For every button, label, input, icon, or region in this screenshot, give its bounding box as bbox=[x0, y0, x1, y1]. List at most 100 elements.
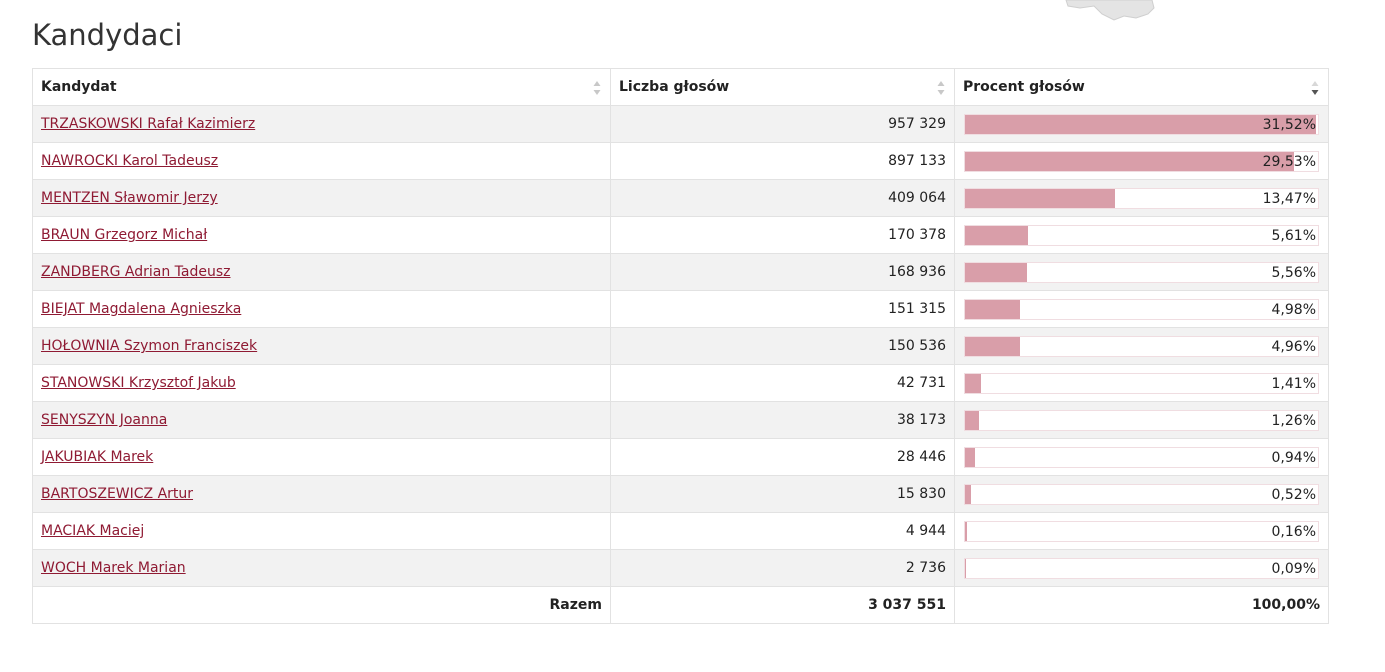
percent-bar-fill bbox=[965, 447, 976, 467]
percent-bar: 0,09% bbox=[964, 557, 1319, 579]
candidate-cell: TRZASKOWSKI Rafał Kazimierz bbox=[32, 105, 611, 143]
percent-bar: 5,61% bbox=[964, 224, 1319, 246]
candidate-cell: ZANDBERG Adrian Tadeusz bbox=[32, 253, 611, 291]
candidate-cell: NAWROCKI Karol Tadeusz bbox=[32, 142, 611, 180]
column-header-label: Procent głosów bbox=[963, 79, 1085, 95]
table-row: MACIAK Maciej 4 944 0,16% bbox=[32, 512, 1329, 550]
votes-cell: 151 315 bbox=[610, 290, 955, 328]
percent-label: 1,41% bbox=[1271, 375, 1316, 392]
percent-cell: 0,94% bbox=[954, 438, 1329, 476]
totals-votes: 3 037 551 bbox=[610, 586, 955, 624]
percent-bar: 1,26% bbox=[964, 409, 1319, 431]
candidate-link[interactable]: SENYSZYN Joanna bbox=[41, 412, 168, 428]
candidate-link[interactable]: ZANDBERG Adrian Tadeusz bbox=[41, 264, 231, 280]
sort-arrows-icon[interactable] bbox=[937, 79, 945, 97]
table-row: BARTOSZEWICZ Artur 15 830 0,52% bbox=[32, 475, 1329, 513]
percent-cell: 29,53% bbox=[954, 142, 1329, 180]
percent-bar: 31,52% bbox=[964, 113, 1319, 135]
percent-bar-fill bbox=[965, 373, 981, 393]
votes-cell: 28 446 bbox=[610, 438, 955, 476]
percent-label: 0,16% bbox=[1271, 523, 1316, 540]
candidate-cell: BARTOSZEWICZ Artur bbox=[32, 475, 611, 513]
candidate-link[interactable]: NAWROCKI Karol Tadeusz bbox=[41, 153, 219, 169]
votes-cell: 170 378 bbox=[610, 216, 955, 254]
percent-cell: 5,61% bbox=[954, 216, 1329, 254]
percent-bar: 13,47% bbox=[964, 187, 1319, 209]
candidate-link[interactable]: BRAUN Grzegorz Michał bbox=[41, 227, 208, 243]
votes-cell: 168 936 bbox=[610, 253, 955, 291]
percent-bar: 0,94% bbox=[964, 446, 1319, 468]
column-header-candidate[interactable]: Kandydat bbox=[32, 68, 611, 106]
candidate-link[interactable]: BIEJAT Magdalena Agnieszka bbox=[41, 301, 242, 317]
percent-cell: 31,52% bbox=[954, 105, 1329, 143]
candidate-cell: BIEJAT Magdalena Agnieszka bbox=[32, 290, 611, 328]
column-header-votes[interactable]: Liczba głosów bbox=[610, 68, 955, 106]
page-title: Kandydaci bbox=[32, 18, 183, 52]
sort-arrows-icon[interactable] bbox=[593, 79, 601, 97]
candidate-link[interactable]: BARTOSZEWICZ Artur bbox=[41, 486, 194, 502]
table-row: NAWROCKI Karol Tadeusz 897 133 29,53% bbox=[32, 142, 1329, 180]
percent-cell: 0,52% bbox=[954, 475, 1329, 513]
candidate-link[interactable]: STANOWSKI Krzysztof Jakub bbox=[41, 375, 236, 391]
column-header-percent[interactable]: Procent głosów bbox=[954, 68, 1329, 106]
candidate-link[interactable]: HOŁOWNIA Szymon Franciszek bbox=[41, 338, 258, 354]
percent-bar-fill bbox=[965, 114, 1317, 134]
percent-bar-fill bbox=[965, 188, 1116, 208]
candidate-cell: MENTZEN Sławomir Jerzy bbox=[32, 179, 611, 217]
votes-cell: 42 731 bbox=[610, 364, 955, 402]
percent-bar-fill bbox=[965, 558, 966, 578]
totals-label: Razem bbox=[32, 586, 611, 624]
table-row: ZANDBERG Adrian Tadeusz 168 936 5,56% bbox=[32, 253, 1329, 291]
totals-percent: 100,00% bbox=[954, 586, 1329, 624]
percent-label: 5,56% bbox=[1271, 264, 1316, 281]
totals-row: Razem 3 037 551 100,00% bbox=[32, 586, 1329, 624]
sort-desc-icon[interactable] bbox=[1311, 79, 1319, 97]
percent-cell: 13,47% bbox=[954, 179, 1329, 217]
percent-bar: 4,96% bbox=[964, 335, 1319, 357]
candidate-link[interactable]: TRZASKOWSKI Rafał Kazimierz bbox=[41, 116, 256, 132]
votes-cell: 409 064 bbox=[610, 179, 955, 217]
votes-cell: 2 736 bbox=[610, 549, 955, 587]
table-row: SENYSZYN Joanna 38 173 1,26% bbox=[32, 401, 1329, 439]
percent-bar-fill bbox=[965, 521, 967, 541]
table-row: JAKUBIAK Marek 28 446 0,94% bbox=[32, 438, 1329, 476]
percent-cell: 4,98% bbox=[954, 290, 1329, 328]
candidate-cell: JAKUBIAK Marek bbox=[32, 438, 611, 476]
percent-bar: 5,56% bbox=[964, 261, 1319, 283]
candidate-link[interactable]: JAKUBIAK Marek bbox=[41, 449, 154, 465]
percent-bar-fill bbox=[965, 484, 971, 504]
table-header-row: Kandydat Liczba głosów Procent głosów bbox=[32, 68, 1329, 106]
percent-cell: 1,41% bbox=[954, 364, 1329, 402]
percent-bar-fill bbox=[965, 336, 1021, 356]
percent-label: 4,96% bbox=[1271, 338, 1316, 355]
percent-bar: 1,41% bbox=[964, 372, 1319, 394]
table-row: MENTZEN Sławomir Jerzy 409 064 13,47% bbox=[32, 179, 1329, 217]
percent-label: 31,52% bbox=[1262, 116, 1316, 133]
percent-bar-fill bbox=[965, 262, 1027, 282]
candidate-link[interactable]: MACIAK Maciej bbox=[41, 523, 145, 539]
table-row: BRAUN Grzegorz Michał 170 378 5,61% bbox=[32, 216, 1329, 254]
percent-label: 1,26% bbox=[1271, 412, 1316, 429]
percent-bar-fill bbox=[965, 299, 1021, 319]
votes-cell: 897 133 bbox=[610, 142, 955, 180]
percent-bar-fill bbox=[965, 410, 980, 430]
table-row: BIEJAT Magdalena Agnieszka 151 315 4,98% bbox=[32, 290, 1329, 328]
percent-bar-fill bbox=[965, 225, 1028, 245]
percent-bar: 29,53% bbox=[964, 150, 1319, 172]
candidate-link[interactable]: WOCH Marek Marian bbox=[41, 560, 186, 576]
candidate-link[interactable]: MENTZEN Sławomir Jerzy bbox=[41, 190, 218, 206]
percent-cell: 4,96% bbox=[954, 327, 1329, 365]
candidate-cell: BRAUN Grzegorz Michał bbox=[32, 216, 611, 254]
percent-cell: 0,16% bbox=[954, 512, 1329, 550]
percent-label: 13,47% bbox=[1262, 190, 1316, 207]
candidate-cell: STANOWSKI Krzysztof Jakub bbox=[32, 364, 611, 402]
map-fragment bbox=[1065, 0, 1155, 21]
percent-cell: 5,56% bbox=[954, 253, 1329, 291]
percent-cell: 1,26% bbox=[954, 401, 1329, 439]
percent-label: 0,09% bbox=[1271, 560, 1316, 577]
percent-bar-fill bbox=[965, 151, 1295, 171]
votes-cell: 150 536 bbox=[610, 327, 955, 365]
percent-label: 4,98% bbox=[1271, 301, 1316, 318]
table-row: WOCH Marek Marian 2 736 0,09% bbox=[32, 549, 1329, 587]
votes-cell: 957 329 bbox=[610, 105, 955, 143]
